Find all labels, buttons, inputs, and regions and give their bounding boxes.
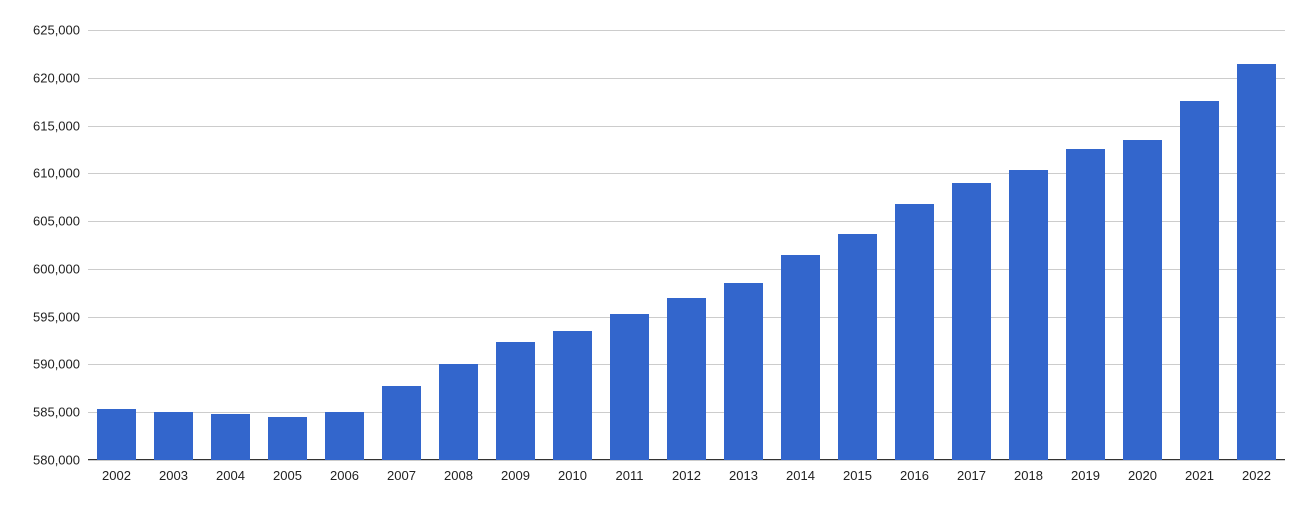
- bar: [1180, 101, 1219, 460]
- x-axis-tick-label: 2013: [729, 468, 758, 483]
- x-axis-tick-label: 2003: [159, 468, 188, 483]
- bar: [325, 412, 364, 460]
- x-axis-tick-label: 2004: [216, 468, 245, 483]
- x-axis-tick-label: 2012: [672, 468, 701, 483]
- x-axis-tick-label: 2011: [616, 468, 644, 483]
- bar: [553, 331, 592, 460]
- gridline: [88, 221, 1285, 222]
- x-axis-tick-label: 2015: [843, 468, 872, 483]
- y-axis-tick-label: 590,000: [33, 357, 80, 372]
- bar: [268, 417, 307, 460]
- bar: [1009, 170, 1048, 460]
- bar: [382, 386, 421, 460]
- bar: [781, 255, 820, 460]
- x-axis-tick-label: 2014: [786, 468, 815, 483]
- gridline: [88, 126, 1285, 127]
- bar: [838, 234, 877, 460]
- y-axis-tick-label: 625,000: [33, 23, 80, 38]
- gridline: [88, 460, 1285, 461]
- y-axis-tick-label: 620,000: [33, 70, 80, 85]
- y-axis-tick-label: 600,000: [33, 261, 80, 276]
- bar: [1123, 140, 1162, 460]
- x-axis-tick-label: 2021: [1185, 468, 1214, 483]
- bar: [952, 183, 991, 460]
- x-axis-tick-label: 2019: [1071, 468, 1100, 483]
- x-axis-tick-label: 2017: [957, 468, 986, 483]
- x-axis-tick-label: 2008: [444, 468, 473, 483]
- gridline: [88, 173, 1285, 174]
- x-axis-tick-label: 2018: [1014, 468, 1043, 483]
- bar: [496, 342, 535, 460]
- bar-chart: 580,000585,000590,000595,000600,000605,0…: [88, 30, 1285, 460]
- x-axis-tick-label: 2007: [387, 468, 416, 483]
- x-axis-tick-label: 2005: [273, 468, 302, 483]
- bar: [667, 298, 706, 460]
- x-axis-tick-label: 2009: [501, 468, 530, 483]
- bar: [97, 409, 136, 460]
- gridline: [88, 78, 1285, 79]
- x-axis-tick-label: 2020: [1128, 468, 1157, 483]
- bar: [211, 414, 250, 460]
- y-axis-tick-label: 595,000: [33, 309, 80, 324]
- x-axis-tick-label: 2016: [900, 468, 929, 483]
- y-axis-tick-label: 580,000: [33, 453, 80, 468]
- bar: [1066, 149, 1105, 461]
- y-axis-tick-label: 615,000: [33, 118, 80, 133]
- bar: [439, 364, 478, 460]
- bar: [724, 283, 763, 460]
- x-axis-tick-label: 2010: [558, 468, 587, 483]
- y-axis-tick-label: 585,000: [33, 405, 80, 420]
- y-axis-tick-label: 605,000: [33, 214, 80, 229]
- bar: [610, 314, 649, 460]
- bar: [1237, 64, 1276, 460]
- bar: [154, 412, 193, 460]
- gridline: [88, 30, 1285, 31]
- x-axis-tick-label: 2006: [330, 468, 359, 483]
- y-axis-tick-label: 610,000: [33, 166, 80, 181]
- gridline: [88, 269, 1285, 270]
- bar: [895, 204, 934, 460]
- plot-area: 580,000585,000590,000595,000600,000605,0…: [88, 30, 1285, 460]
- x-axis-tick-label: 2022: [1242, 468, 1271, 483]
- x-axis-tick-label: 2002: [102, 468, 131, 483]
